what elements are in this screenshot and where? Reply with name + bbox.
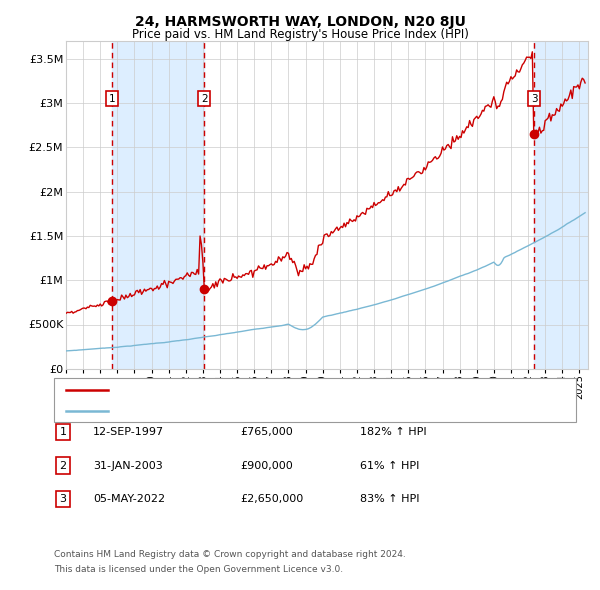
Text: HPI: Average price, detached house, Barnet: HPI: Average price, detached house, Barn…: [114, 406, 342, 416]
Text: 1: 1: [109, 94, 116, 104]
Bar: [534, 41, 588, 369]
Text: 61% ↑ HPI: 61% ↑ HPI: [360, 461, 419, 470]
Text: 05-MAY-2022: 05-MAY-2022: [93, 494, 165, 504]
Text: 24, HARMSWORTH WAY, LONDON, N20 8JU: 24, HARMSWORTH WAY, LONDON, N20 8JU: [134, 15, 466, 29]
Text: 83% ↑ HPI: 83% ↑ HPI: [360, 494, 419, 504]
Text: £765,000: £765,000: [240, 427, 293, 437]
Text: 182% ↑ HPI: 182% ↑ HPI: [360, 427, 427, 437]
Text: 3: 3: [531, 94, 538, 104]
Text: 31-JAN-2003: 31-JAN-2003: [93, 461, 163, 470]
Text: 1: 1: [59, 427, 67, 437]
Bar: [112, 41, 204, 369]
Text: Price paid vs. HM Land Registry's House Price Index (HPI): Price paid vs. HM Land Registry's House …: [131, 28, 469, 41]
Text: 24, HARMSWORTH WAY, LONDON, N20 8JU (detached house): 24, HARMSWORTH WAY, LONDON, N20 8JU (det…: [114, 385, 431, 395]
Text: 2: 2: [59, 461, 67, 470]
Text: £900,000: £900,000: [240, 461, 293, 470]
Text: £2,650,000: £2,650,000: [240, 494, 303, 504]
Text: 2: 2: [201, 94, 208, 104]
Text: This data is licensed under the Open Government Licence v3.0.: This data is licensed under the Open Gov…: [54, 565, 343, 574]
Text: 3: 3: [59, 494, 67, 504]
Text: 12-SEP-1997: 12-SEP-1997: [93, 427, 164, 437]
Text: Contains HM Land Registry data © Crown copyright and database right 2024.: Contains HM Land Registry data © Crown c…: [54, 550, 406, 559]
